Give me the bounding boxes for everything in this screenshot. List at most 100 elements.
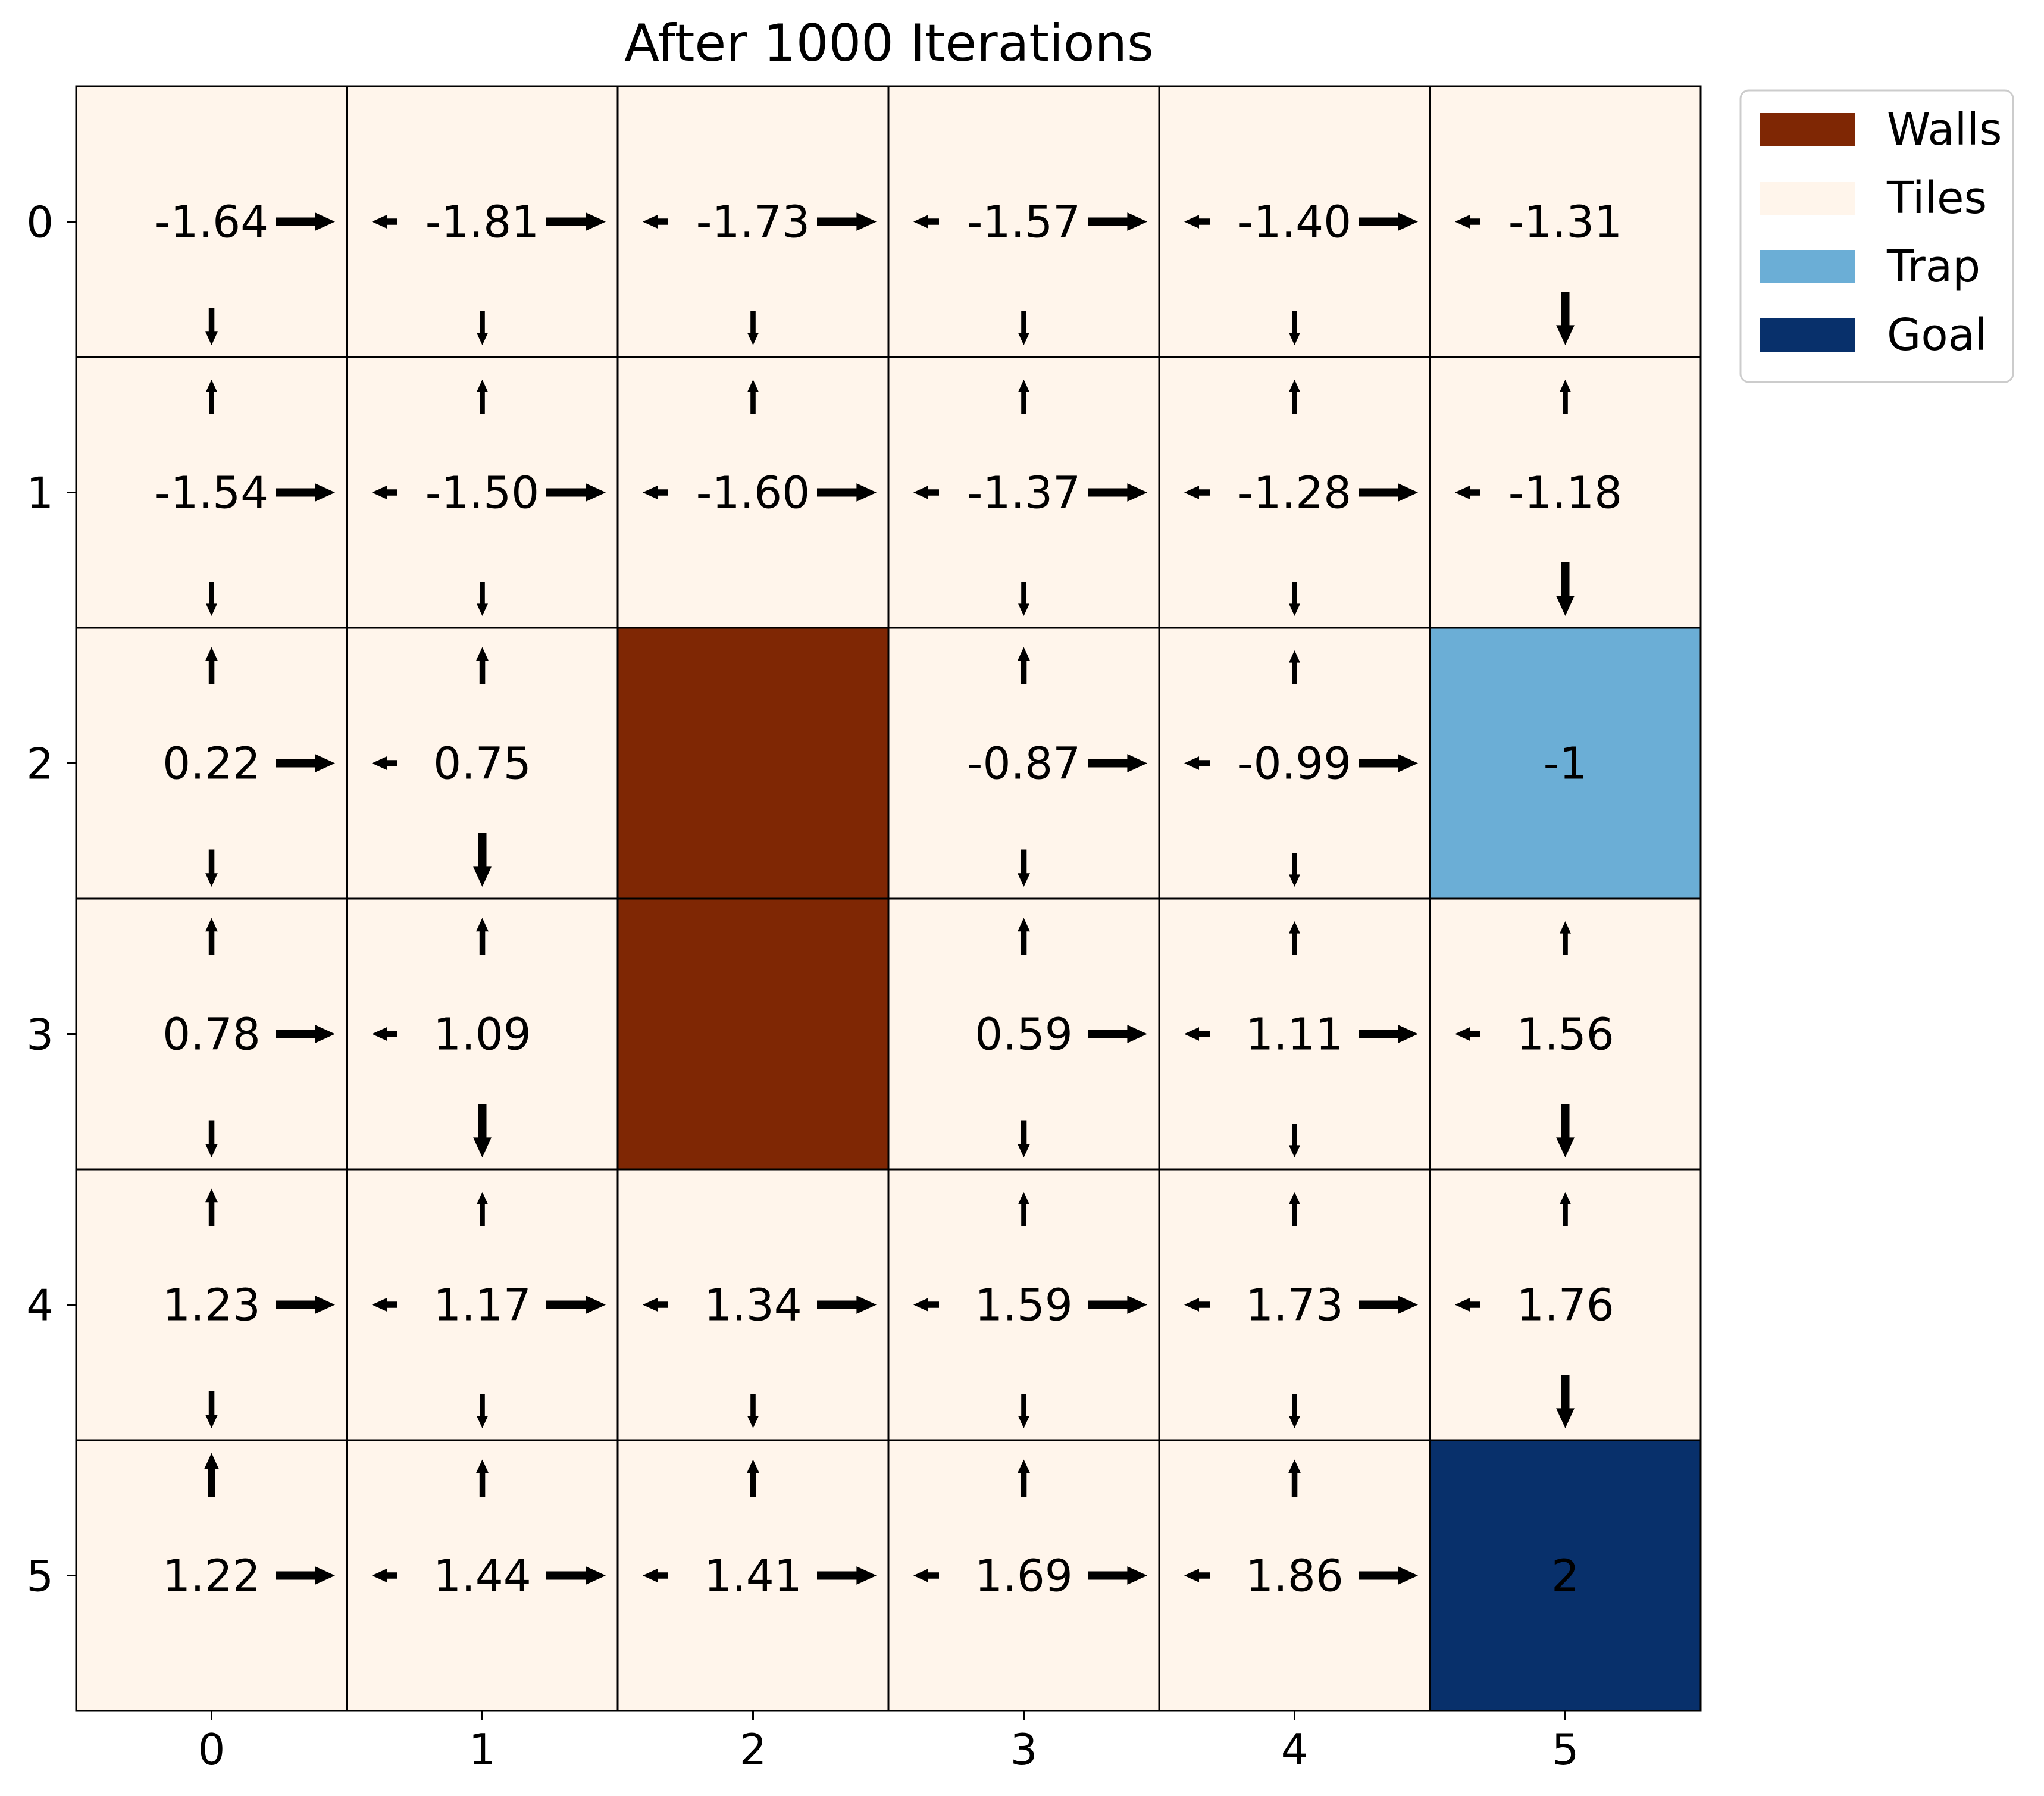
arrow-5-2-left: [643, 1569, 668, 1582]
arrow-3-0-up: [205, 918, 218, 955]
arrow-4-3-up: [1018, 1192, 1029, 1226]
grid-cells: [75, 85, 1702, 1712]
axes-frame: [75, 85, 1702, 1712]
arrow-0-0-right: [276, 212, 335, 231]
arrow-2-1-up: [476, 647, 489, 684]
value-label-5-0: 1.22: [162, 1551, 261, 1602]
arrow-0-1-right: [546, 212, 606, 231]
value-label-2-1: 0.75: [433, 739, 531, 790]
arrow-0-2-right: [817, 212, 877, 231]
arrow-2-4-left: [1184, 756, 1210, 770]
x-tick-label: 2: [740, 1725, 767, 1775]
arrow-2-1-down: [473, 833, 492, 887]
arrow-1-3-up: [1018, 380, 1029, 414]
arrow-1-4-right: [1359, 483, 1418, 502]
arrow-5-0-right: [276, 1566, 335, 1585]
arrow-1-2-up: [747, 380, 759, 414]
legend-swatch-tiles: [1760, 182, 1855, 215]
y-tick-label: 1: [26, 468, 54, 518]
value-label-0-2: -1.73: [696, 197, 810, 248]
arrow-5-1-right: [546, 1566, 606, 1585]
arrow-1-1-down: [477, 582, 488, 616]
arrow-3-4-right: [1359, 1025, 1418, 1043]
legend-label-goal: Goal: [1887, 309, 1987, 361]
value-label-2-3: -0.87: [967, 739, 1081, 790]
arrow-2-0-up: [205, 647, 218, 684]
arrow-5-4-left: [1184, 1569, 1210, 1582]
arrow-2-4-down: [1289, 853, 1300, 887]
legend-label-trap: Trap: [1886, 241, 1980, 292]
arrow-0-3-left: [913, 215, 939, 229]
value-label-3-4: 1.11: [1245, 1009, 1344, 1060]
arrow-0-4-right: [1359, 212, 1418, 231]
arrow-0-5-down: [1556, 292, 1575, 345]
arrow-5-0-up: [204, 1453, 219, 1497]
value-label-4-3: 1.59: [975, 1280, 1073, 1331]
value-label-3-0: 0.78: [162, 1009, 261, 1060]
x-tick-label: 5: [1552, 1725, 1579, 1775]
value-label-0-4: -1.40: [1238, 197, 1351, 248]
legend-swatch-walls: [1760, 113, 1855, 146]
arrow-3-5-down: [1556, 1104, 1575, 1157]
arrow-4-2-right: [817, 1296, 877, 1314]
arrow-1-1-right: [546, 483, 606, 502]
x-tick-label: 3: [1010, 1725, 1038, 1775]
y-tick-label: 5: [26, 1551, 54, 1601]
arrow-3-5-up: [1560, 921, 1571, 955]
value-label-1-5: -1.18: [1508, 468, 1622, 519]
cell-5-5-goal: [1429, 1439, 1702, 1712]
arrow-4-1-up: [477, 1192, 488, 1226]
value-label-0-5: -1.31: [1508, 197, 1622, 248]
arrow-3-1-left: [372, 1027, 397, 1041]
value-label-3-1: 1.09: [433, 1009, 531, 1060]
arrow-0-1-left: [372, 215, 397, 229]
arrow-1-4-left: [1184, 486, 1210, 499]
arrow-1-5-left: [1455, 486, 1480, 499]
arrow-1-3-left: [913, 486, 939, 499]
x-tick-label: 0: [198, 1725, 226, 1775]
arrow-4-4-down: [1289, 1394, 1300, 1428]
arrow-2-3-up: [1018, 647, 1030, 684]
arrow-1-0-down: [206, 582, 217, 616]
arrow-0-5-left: [1455, 215, 1480, 229]
arrow-5-4-right: [1359, 1566, 1418, 1585]
value-label-3-5: 1.56: [1516, 1009, 1614, 1060]
arrow-5-2-up: [747, 1459, 759, 1497]
arrow-1-5-down: [1556, 562, 1575, 616]
value-label-3-3: 0.59: [975, 1009, 1073, 1060]
arrow-2-0-right: [276, 754, 335, 772]
legend-swatch-trap: [1760, 250, 1855, 283]
arrow-1-4-down: [1289, 582, 1300, 616]
value-label-0-1: -1.81: [425, 197, 539, 248]
arrow-1-1-up: [477, 380, 488, 414]
value-label-4-4: 1.73: [1245, 1280, 1344, 1331]
x-tick-label: 1: [469, 1725, 496, 1775]
value-label-1-2: -1.60: [696, 468, 810, 519]
value-label-4-1: 1.17: [433, 1280, 531, 1331]
legend-label-walls: Walls: [1887, 104, 2002, 155]
value-label-5-1: 1.44: [433, 1551, 531, 1602]
arrow-0-3-right: [1088, 212, 1147, 231]
arrow-1-0-right: [276, 483, 335, 502]
arrow-0-3-down: [1018, 311, 1029, 345]
arrow-4-2-left: [643, 1298, 668, 1312]
axis-ticks: 0 0 1 1 2 2 3 3 4 4 5 5: [26, 198, 1579, 1775]
arrow-2-3-down: [1018, 849, 1030, 887]
x-tick-label: 4: [1281, 1725, 1309, 1775]
arrow-4-5-left: [1455, 1298, 1480, 1312]
value-label-2-0: 0.22: [162, 739, 261, 790]
y-tick-label: 4: [26, 1281, 54, 1331]
arrow-3-3-up: [1018, 918, 1030, 955]
arrow-0-1-down: [477, 311, 488, 345]
cell-3-2-walls: [616, 897, 890, 1171]
arrow-4-0-up: [205, 1188, 218, 1226]
arrow-1-3-right: [1088, 483, 1147, 502]
arrow-2-0-down: [205, 849, 218, 887]
arrow-2-4-up: [1289, 650, 1300, 684]
value-label-0-0: -1.64: [155, 197, 268, 248]
cell-2-2-walls: [616, 627, 890, 900]
y-tick-label: 0: [26, 198, 54, 248]
arrow-1-2-left: [643, 486, 668, 499]
arrow-3-3-down: [1018, 1120, 1030, 1157]
